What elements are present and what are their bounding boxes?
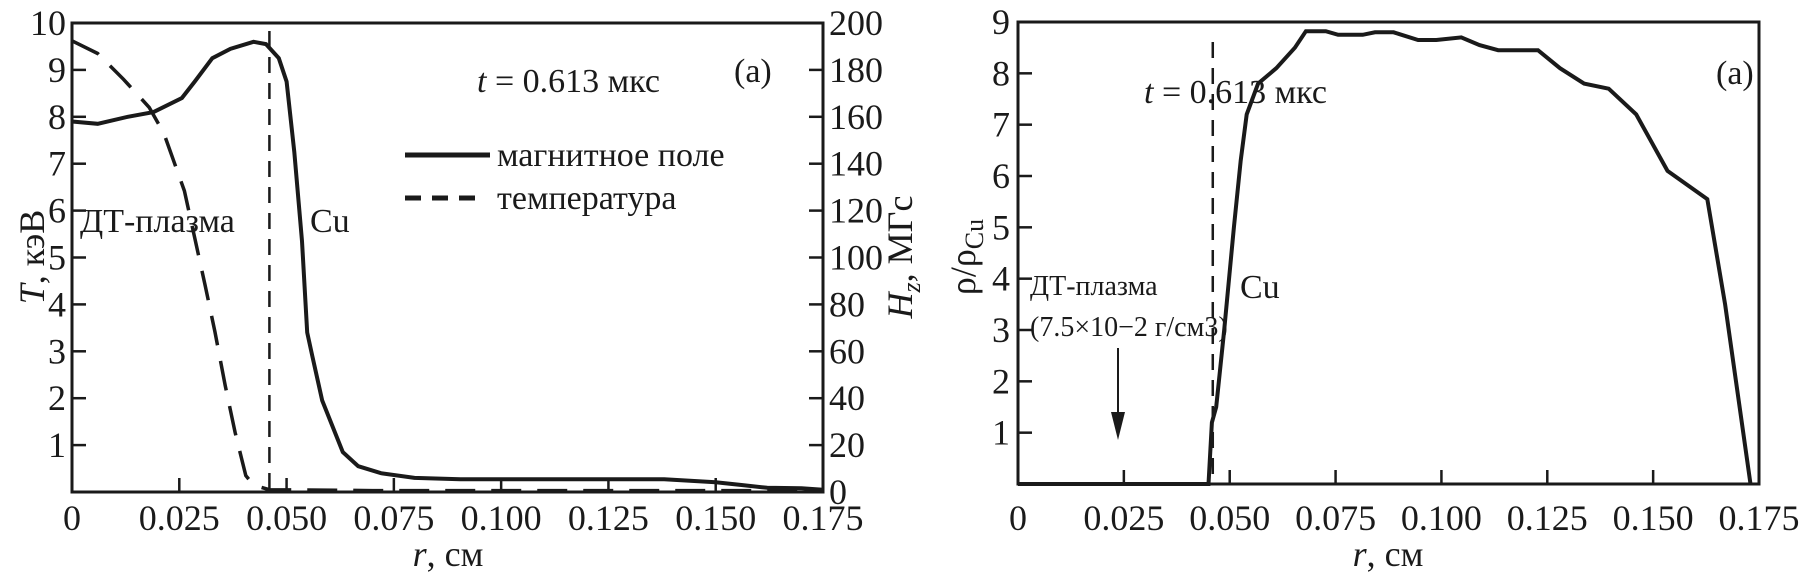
y-tick-label-right: 80 [829,284,865,324]
right-panel: 0 0.025 0.050 0.075 0.100 0.125 0.150 0.175 1 2 3 4… [943,2,1800,574]
time-annotation: t = 0.613 мкс [1144,74,1327,111]
y-tick-label: 8 [992,53,1010,93]
y-tick-label: 2 [992,361,1010,401]
y-tick-label-left: 6 [48,191,66,231]
y-tick-label: 5 [992,207,1010,247]
legend-label-magnetic-field: магнитное поле [497,137,725,174]
region-label-dt-plasma: ДТ-плазма [80,203,235,240]
legend-label-temperature: температура [497,180,676,217]
region-label-cu: Cu [310,203,350,240]
y-tick-label: 1 [992,413,1010,453]
density-note: (7.5×10−2 г/см3) [1030,312,1228,343]
y-tick-label-right: 20 [829,425,865,465]
y-tick-label-left: 5 [48,238,66,278]
y-tick-label-right: 200 [829,3,883,43]
time-annotation: t = 0.613 мкс [477,63,660,100]
x-tick-label: 0.075 [353,498,434,538]
region-label-cu: Cu [1240,269,1280,306]
y-tick-label-right: 60 [829,331,865,371]
y-tick-label-right: 180 [829,50,883,90]
y-tick-label: 3 [992,310,1010,350]
region-label-dt-plasma: ДТ-плазма [1030,271,1158,302]
y-tick-label-left: 7 [48,144,66,184]
right-plot-frame [1016,20,1761,486]
x-tick-label: 0.050 [246,498,327,538]
y-tick-label-right: 100 [829,238,883,278]
left-panel: 0 0.025 0.050 0.075 0.100 0.125 0.150 0.175 1 2 3 4… [12,3,926,574]
x-axis-label: r, см [413,534,484,574]
arrow-head-icon [1111,412,1125,440]
y-tick-label-left: 10 [30,3,66,43]
x-tick-label: 0 [63,498,81,538]
y-tick-label-left: 8 [48,97,66,137]
y-tick-label-right: 120 [829,191,883,231]
y-tick-label-left: 9 [48,50,66,90]
x-tick-label: 0.150 [1613,498,1694,538]
y-axis-label: ρ/ρCu [943,219,989,295]
y-tick-label: 4 [992,259,1010,299]
x-tick-label: 0.125 [568,498,649,538]
panel-label: (a) [734,53,772,90]
y-tick-label-left: 1 [48,425,66,465]
y-tick-label-left: 3 [48,331,66,371]
x-axis-label: r, см [1353,534,1424,574]
x-tick-label: 0.175 [783,498,864,538]
y-tick-label: 7 [992,105,1010,145]
y-tick-label: 6 [992,156,1010,196]
y-tick-label-left: 4 [48,284,66,324]
series-magnetic-field [71,39,824,492]
x-tick-label: 0.125 [1507,498,1588,538]
series-temperature [71,39,824,493]
x-tick-label: 0.025 [139,498,220,538]
panel-label: (a) [1716,55,1754,92]
x-tick-label: 0.100 [1401,498,1482,538]
y-tick-label-right: 40 [829,378,865,418]
x-tick-label: 0.050 [1189,498,1270,538]
y-axis-left-label: T, кэВ [12,210,52,305]
y-tick-label-right: 140 [829,144,883,184]
x-tick-label: 0.175 [1719,498,1800,538]
x-tick-label: 0.100 [461,498,542,538]
series-density [1018,29,1753,486]
x-tick-label: 0 [1009,498,1027,538]
y-tick-label-left: 2 [48,378,66,418]
x-tick-label: 0.075 [1295,498,1376,538]
y-tick-label-right: 160 [829,97,883,137]
y-tick-label-right: 0 [829,472,847,512]
y-tick-label: 9 [992,2,1010,42]
x-tick-label: 0.025 [1083,498,1164,538]
y-axis-right-label: Hz, МГс [880,196,926,320]
x-tick-label: 0.150 [675,498,756,538]
